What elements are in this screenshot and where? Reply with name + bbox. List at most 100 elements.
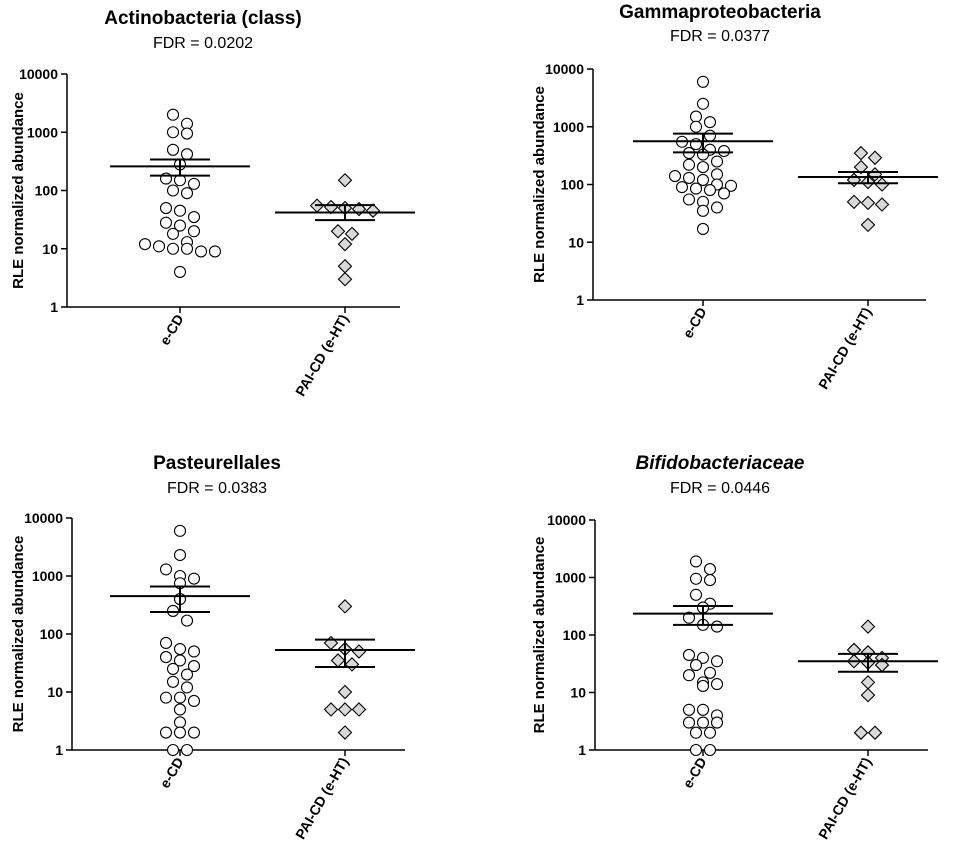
y-tick-label: 100 (40, 626, 64, 642)
data-point-circle (710, 678, 724, 691)
data-point-circle (675, 181, 689, 194)
y-tick-label: 1 (576, 292, 584, 308)
data-point-circle (703, 666, 717, 679)
data-point-diamond (337, 259, 353, 274)
data-point-circle (152, 240, 166, 253)
data-point-circle (173, 204, 187, 217)
category-label: PAI-CD (e-HT) (815, 305, 875, 392)
data-point-circle (710, 155, 724, 168)
data-point-diamond (337, 725, 353, 740)
y-axis-label: RLE normalized abundance (531, 537, 548, 734)
data-point-circle (166, 242, 180, 255)
category-label: PAI-CD (e-HT) (815, 755, 875, 842)
category-label: e-CD (156, 312, 186, 348)
chart-title: Gammaproteobacteria (619, 2, 821, 23)
data-point-circle (173, 716, 187, 729)
category-label: PAI-CD (e-HT) (292, 755, 352, 842)
y-tick-label: 10000 (24, 510, 63, 526)
fdr-label: FDR = 0.0377 (670, 28, 770, 45)
data-point-circle (173, 654, 187, 667)
panel-1: Actinobacteria (class) FDR = 0.0202 RLE no… (10, 8, 415, 399)
data-point-diamond (860, 619, 876, 634)
data-point-circle (173, 726, 187, 739)
fdr-label: FDR = 0.0446 (670, 480, 770, 497)
y-axis-label: RLE normalized abundance (531, 86, 548, 283)
y-axis-label: RLE normalized abundance (10, 92, 27, 289)
data-point-circle (187, 211, 201, 224)
data-point-circle (166, 126, 180, 139)
data-point-diamond (846, 194, 862, 210)
data-point-circle (166, 184, 180, 197)
data-point-circle (703, 184, 717, 197)
fdr-label: FDR = 0.0383 (167, 480, 267, 497)
y-tick-label: 1 (578, 742, 586, 758)
data-point-circle (682, 648, 696, 661)
data-point-diamond (337, 172, 353, 188)
data-point-circle (724, 179, 738, 192)
data-point-circle (689, 120, 703, 133)
data-point-circle (710, 201, 724, 214)
y-tick-label: 10000 (19, 66, 58, 82)
y-tick-label: 10 (570, 685, 586, 701)
y-tick-label: 10 (568, 234, 584, 250)
data-point-circle (180, 681, 194, 694)
data-point-circle (187, 225, 201, 238)
y-tick-label: 1 (50, 299, 58, 315)
panel-3: Pasteurellales FDR = 0.0383 RLE normalized… (10, 453, 415, 842)
y-axis-label: RLE normalized abundance (10, 536, 27, 733)
data-point-circle (187, 177, 201, 190)
data-point-diamond (330, 653, 346, 668)
category-label: PAI-CD (e-HT) (292, 312, 352, 399)
data-point-circle (159, 651, 173, 664)
data-point-diamond (867, 150, 883, 166)
data-point-circle (166, 604, 180, 617)
data-point-diamond (846, 172, 862, 188)
data-point-circle (696, 173, 710, 186)
data-point-circle (682, 193, 696, 206)
y-tick-label: 100 (35, 183, 59, 199)
data-point-diamond (853, 159, 869, 175)
data-point-circle (689, 182, 703, 195)
data-point-diamond (365, 203, 381, 218)
category-label: e-CD (679, 305, 709, 341)
data-point-circle (166, 743, 180, 757)
data-point-diamond (874, 177, 890, 192)
data-point-circle (166, 143, 180, 156)
data-point-circle (180, 614, 194, 627)
data-point-circle (187, 694, 201, 708)
y-tick-label: 1 (55, 742, 63, 758)
data-point-diamond (853, 145, 869, 161)
data-point-diamond (351, 644, 367, 659)
category-label: e-CD (156, 755, 186, 791)
data-point-diamond (874, 197, 890, 212)
y-tick-label: 10000 (547, 512, 586, 528)
data-point-circle (166, 675, 180, 688)
data-point-circle (696, 161, 710, 174)
data-point-circle (703, 574, 717, 587)
data-point-circle (682, 703, 696, 716)
data-point-circle (166, 227, 180, 240)
data-point-diamond (330, 223, 346, 239)
data-point-circle (173, 265, 187, 278)
data-point-circle (180, 127, 194, 140)
data-point-circle (166, 108, 180, 121)
chart-title: Bifidobacteriaceae (636, 453, 805, 474)
data-point-diamond (337, 271, 353, 287)
chart-title: Actinobacteria (class) (104, 8, 301, 29)
data-point-circle (696, 716, 710, 729)
data-point-circle (717, 187, 731, 200)
data-point-circle (696, 651, 710, 664)
data-point-diamond (337, 684, 353, 700)
chart-title: Pasteurellales (153, 453, 281, 474)
data-point-circle (710, 168, 724, 181)
data-point-circle (173, 643, 187, 656)
panel-2: Gammaproteobacteria FDR = 0.0377 RLE norma… (531, 2, 938, 392)
data-point-circle (703, 116, 717, 129)
data-point-circle (703, 726, 717, 739)
data-point-circle (173, 691, 187, 704)
data-point-circle (682, 158, 696, 171)
data-point-circle (159, 726, 173, 739)
data-point-circle (166, 662, 180, 675)
data-point-circle (194, 245, 208, 258)
